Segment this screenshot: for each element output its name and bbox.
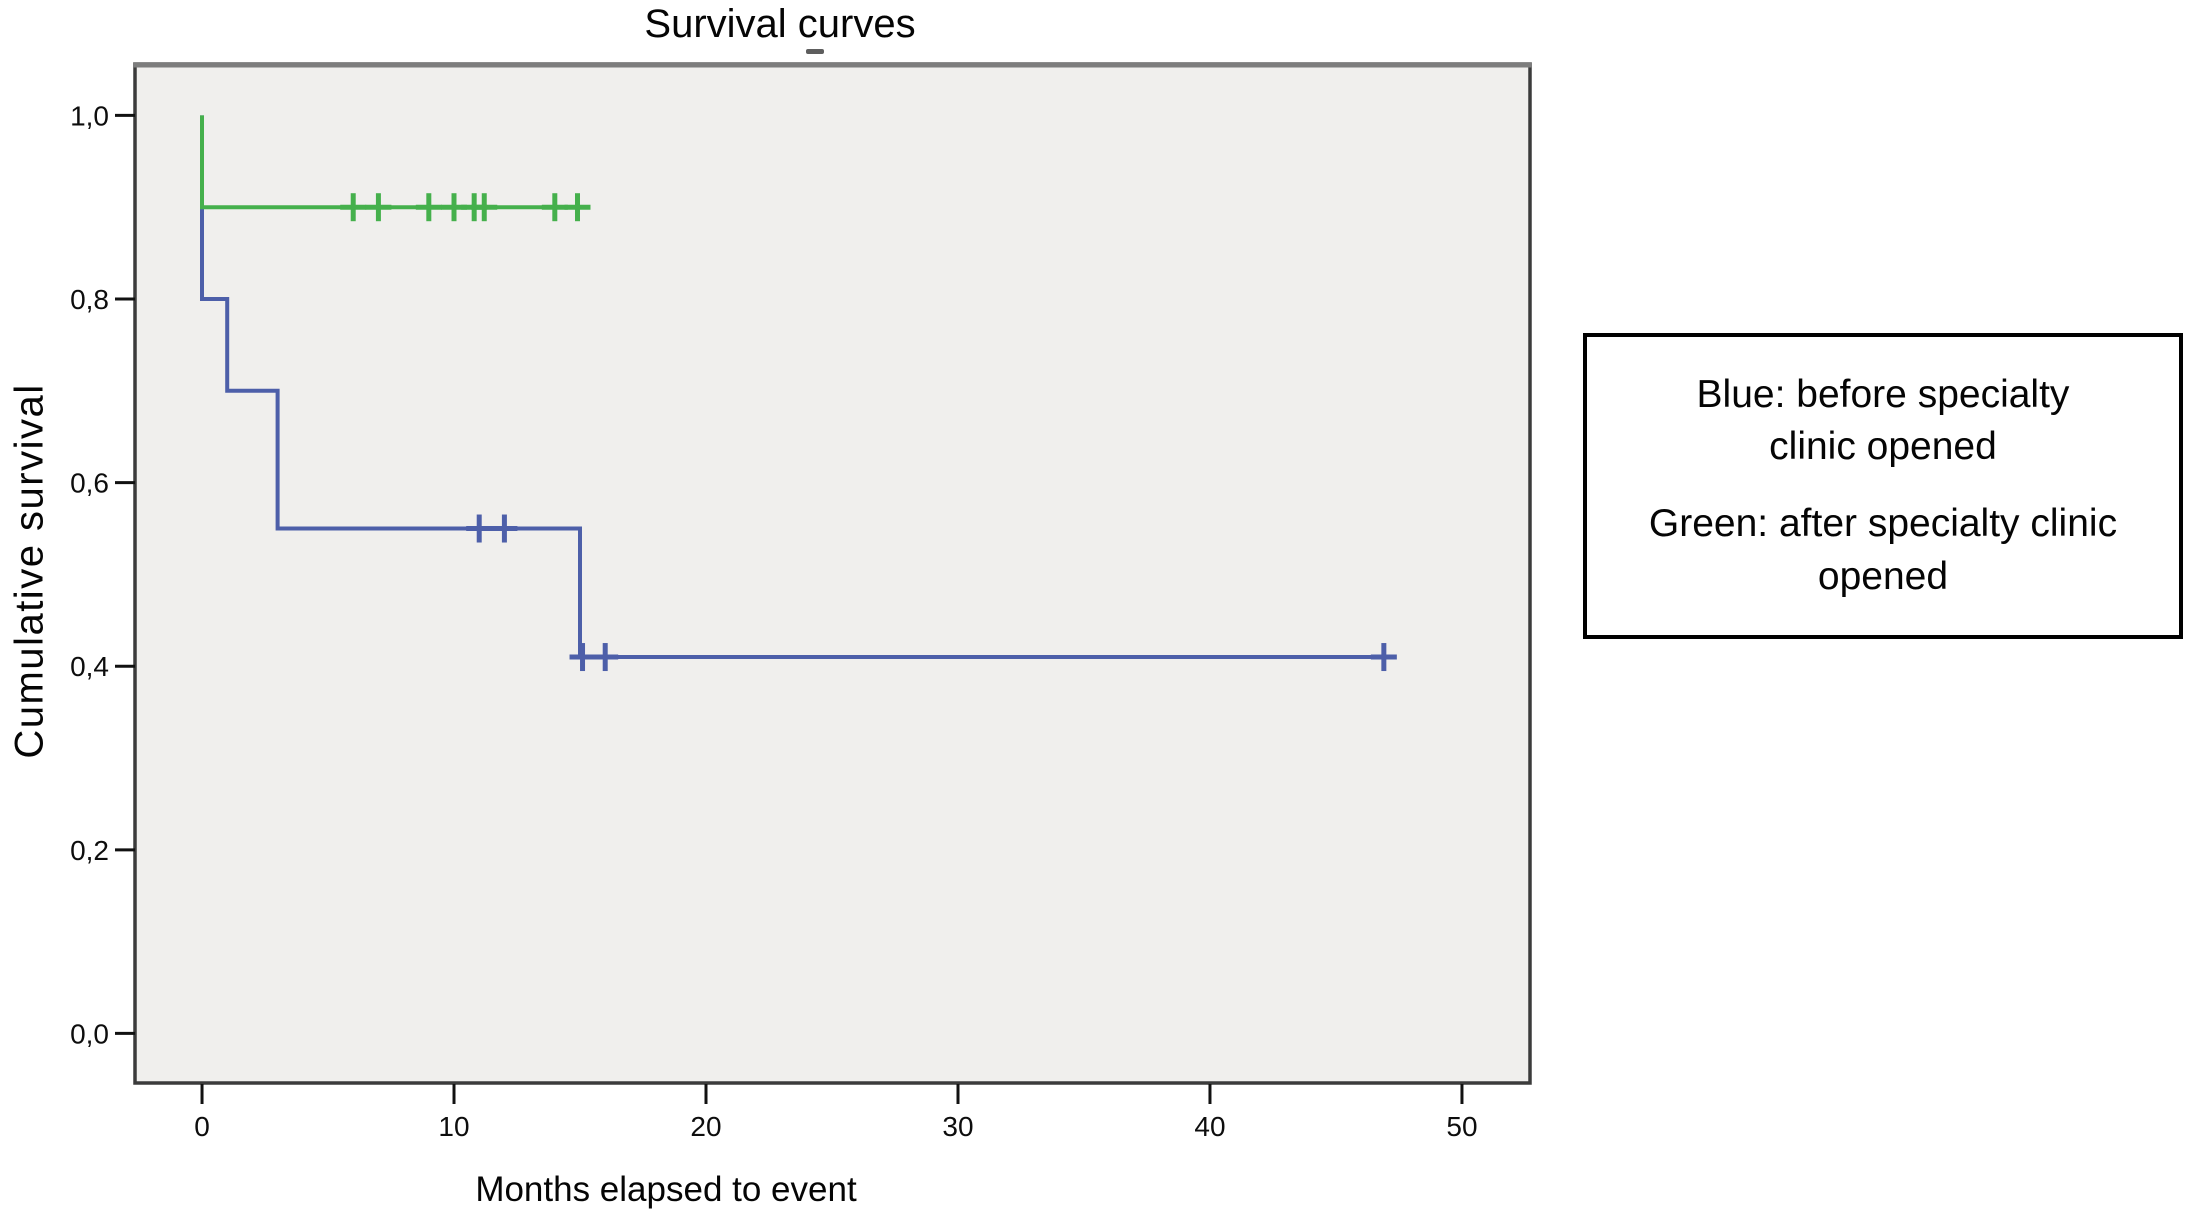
y-tick-label: 0,8 [70,284,109,315]
legend-entry-blue: Blue: before specialty clinic opened [1696,372,2070,469]
x-axis-ticks: 0 10 20 30 40 50 [194,1084,1478,1142]
title-artifact-dash [806,49,824,54]
y-tick-label: 0,0 [70,1018,109,1049]
x-tick-label: 0 [194,1111,210,1142]
y-tick-label: 0,2 [70,835,109,866]
survival-curve [200,115,1384,659]
y-tick-label: 1,0 [70,100,109,131]
y-tick-label: 0,6 [70,468,109,499]
x-tick-label: 50 [1446,1111,1477,1142]
plot-border [133,62,1532,1085]
y-axis-label: Cumulative survival [7,383,52,759]
series-before-clinic [200,115,1397,672]
x-tick-label: 20 [690,1111,721,1142]
plot-area-background [135,64,1530,1083]
x-tick-label: 10 [438,1111,469,1142]
y-tick-label: 0,4 [70,651,109,682]
legend-entry-green: Green: after specialty clinic opened [1648,502,2118,598]
y-axis-ticks: 0,0 0,2 0,4 0,6 0,8 1,0 [70,100,135,1049]
chart-title: Survival curves [644,2,916,46]
series-after-clinic [200,115,591,222]
x-tick-label: 40 [1194,1111,1225,1142]
x-tick-label: 30 [942,1111,973,1142]
legend-box: Blue: before specialty clinic opened Gre… [1583,333,2183,639]
x-axis-label: Months elapsed to event [475,1170,857,1209]
